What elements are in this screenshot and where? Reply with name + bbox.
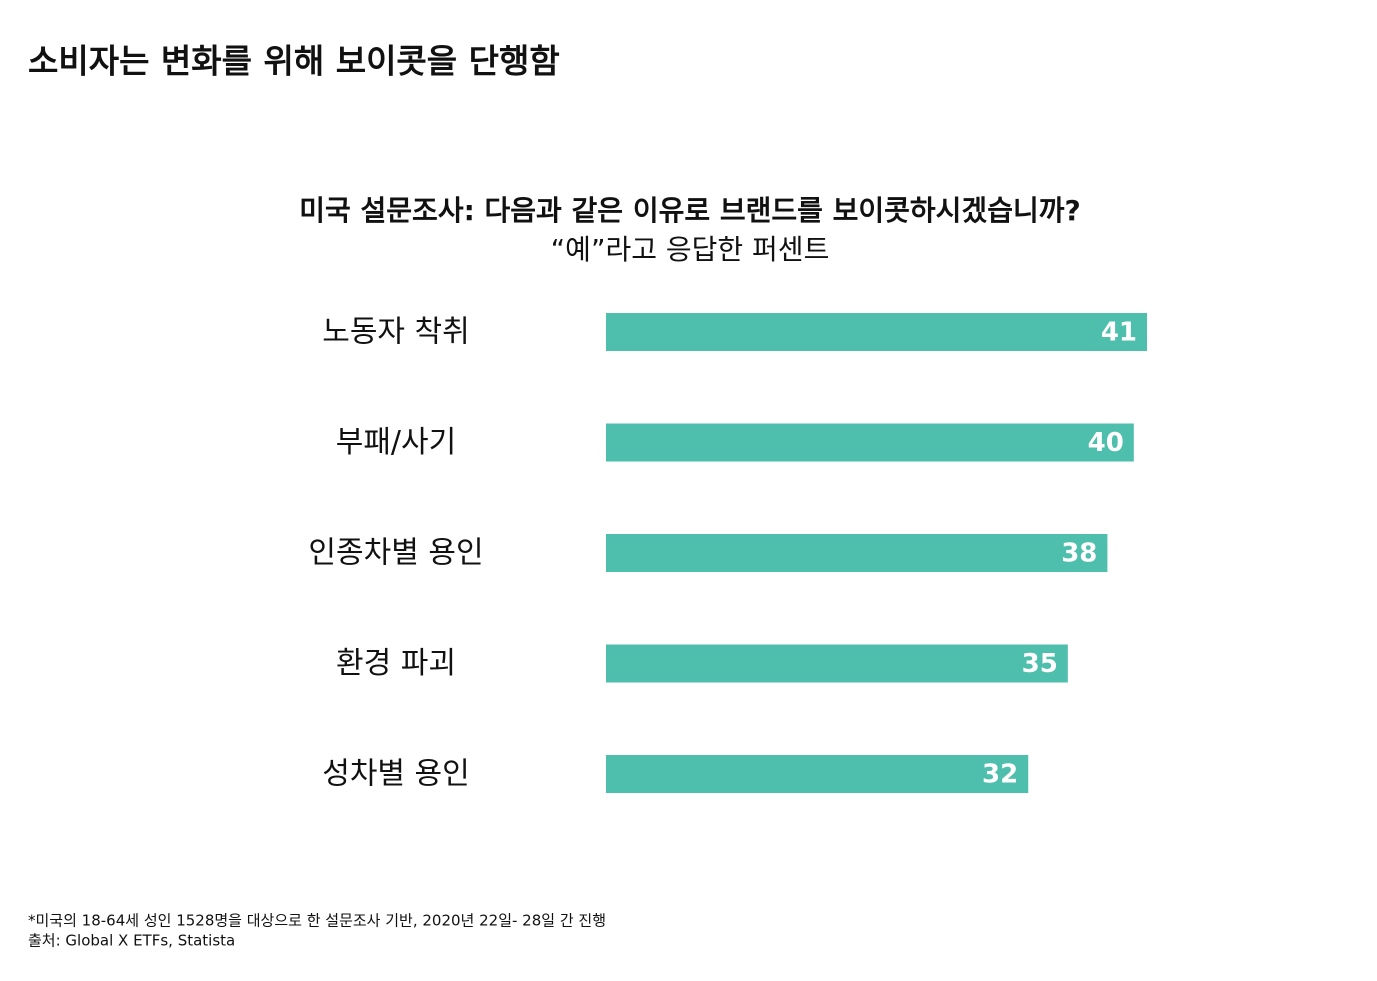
footnote: 출처: Global X ETFs, Statista (28, 932, 235, 950)
bar (606, 534, 1108, 572)
chart-title: 미국 설문조사: 다음과 같은 이유로 브랜드를 보이콧하시겠습니까? (299, 194, 1080, 227)
bar (606, 644, 1068, 683)
category-label: 노동자 착취 (322, 315, 470, 350)
value-label: 38 (1061, 539, 1097, 569)
value-label: 40 (1088, 428, 1124, 458)
chart-subtitle: “예”라고 응답한 퍼센트 (551, 233, 830, 266)
category-label: 성차별 용인 (322, 757, 470, 792)
category-label: 인종차별 용인 (308, 536, 483, 571)
value-label: 32 (982, 760, 1018, 790)
footnote: *미국의 18-64세 성인 1528명을 대상으로 한 설문조사 기반, 20… (28, 912, 606, 930)
value-label: 41 (1101, 318, 1137, 348)
page-title: 소비자는 변화를 위해 보이콧을 단행함 (28, 42, 560, 81)
category-label: 환경 파괴 (336, 646, 456, 681)
bar (606, 423, 1134, 462)
bar (606, 313, 1147, 351)
value-label: 35 (1022, 649, 1058, 679)
bar (606, 755, 1029, 793)
category-label: 부패/사기 (336, 425, 457, 460)
